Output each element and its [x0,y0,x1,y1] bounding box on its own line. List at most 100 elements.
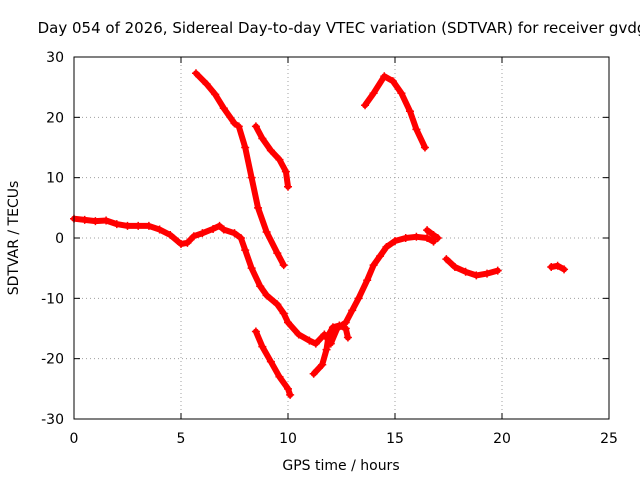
data-point [423,234,432,242]
data-point [279,309,288,318]
data-point [309,369,318,378]
y-tick-label: 30 [46,50,64,66]
data-point [247,173,256,182]
y-tick-label: 0 [55,231,64,247]
data-point [412,125,421,134]
data-point [354,294,363,303]
data-point [328,323,337,332]
data-point [191,69,200,78]
data-point [275,155,284,164]
series-band [193,70,287,269]
data-point [134,221,143,230]
data-point [281,167,290,176]
series-late-cluster [547,261,569,274]
data-point [262,291,271,300]
data-point [284,384,292,393]
data-point [286,390,295,399]
data-point [547,262,556,271]
data-point [273,249,282,258]
data-point [450,262,459,271]
data-point [211,90,220,99]
data-point [397,89,406,98]
data-point [369,261,378,270]
data-point [433,234,442,242]
data-point [318,360,327,369]
data-point [401,234,410,242]
data-point [553,261,562,270]
data-point [112,220,121,229]
series-steep-descending-track [191,69,288,270]
data-point [391,237,399,246]
data-point [284,182,292,191]
data-point [230,119,239,128]
data-point [461,267,470,276]
data-series [70,69,569,399]
series-tail-fragment [423,226,442,242]
data-point [442,255,451,264]
data-point [258,134,267,143]
data-point [273,300,282,309]
x-tick-label: 5 [177,431,186,447]
data-point [236,234,245,242]
x-tick-label: 25 [600,431,618,447]
y-axis-label: SDTVAR / TECUs [6,181,22,296]
x-tick-label: 20 [493,431,511,447]
data-point [279,261,288,270]
data-point [348,306,357,315]
data-point [234,122,243,131]
y-tick-label: 20 [46,110,64,126]
chart-title: Day 054 of 2026, Sidereal Day-to-day VTE… [38,19,640,37]
data-point [256,282,265,291]
data-point [324,330,333,339]
data-point [183,238,192,247]
data-point [363,276,372,285]
data-point [560,265,569,274]
data-point [305,336,314,345]
data-point [102,216,111,225]
axis-ticks: 0 5 10 15 20 25 -30 -20 -10 0 10 20 30 [41,50,618,447]
series-short-descending-track [251,122,292,191]
data-point [423,226,432,235]
data-point [376,252,385,261]
data-point [343,333,352,342]
data-point [388,77,397,86]
data-point [311,339,320,348]
data-point [241,143,250,152]
data-point [369,89,378,98]
data-point [361,101,370,110]
data-point [209,224,218,233]
data-point [241,246,250,255]
data-point [215,221,224,230]
data-point [251,327,260,336]
data-point [380,72,389,81]
y-tick-label: -20 [41,352,64,368]
series-tail-track [442,255,502,280]
data-point [91,217,100,226]
data-point [177,240,185,249]
x-tick-label: 15 [386,431,404,447]
data-point [275,372,284,381]
data-point [251,122,260,131]
data-point [429,230,438,239]
data-point [123,221,132,230]
data-point [420,143,429,152]
data-point [230,229,239,238]
series-lower-descending-track [251,327,295,399]
data-point [262,227,271,236]
data-point [335,321,344,330]
data-point [294,330,303,339]
series-loop-track [309,321,352,378]
data-point [247,264,256,273]
data-point [219,104,228,113]
data-point [166,230,175,239]
data-point [258,342,267,351]
data-point [412,232,421,241]
data-point [266,357,275,366]
y-tick-label: -10 [41,291,64,307]
data-point [472,271,481,280]
x-tick-label: 10 [279,431,297,447]
data-point [189,232,198,241]
x-axis-label: GPS time / hours [282,458,399,474]
